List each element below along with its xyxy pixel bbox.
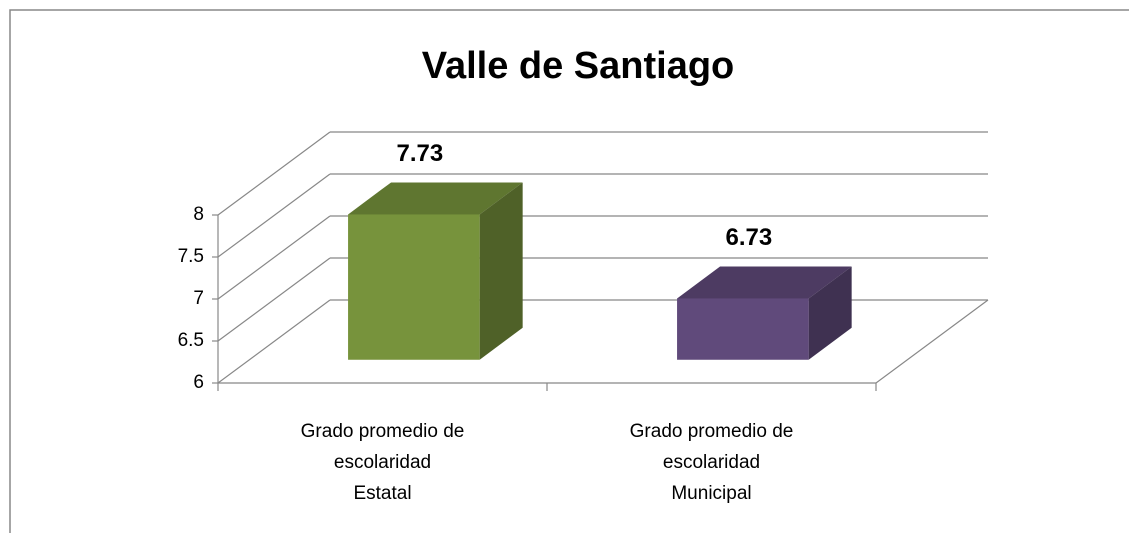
floor-edge [875, 299, 989, 384]
y-tick-label: 7.5 [178, 246, 204, 267]
chart-title: Valle de Santiago [422, 45, 735, 87]
chart-border [9, 9, 1129, 533]
y-tick-label: 8 [193, 204, 204, 225]
grid-line [217, 173, 331, 258]
x-tick-label: Grado promedio de escolaridad Estatal [300, 421, 465, 504]
grid-line [217, 299, 331, 384]
y-tick-label: 7 [193, 288, 204, 309]
bar [677, 298, 809, 360]
data-label: 7.73 [397, 140, 444, 167]
y-tick-label: 6 [193, 372, 204, 393]
y-tick-label: 6.5 [178, 330, 204, 351]
grid-line [217, 131, 331, 216]
bar-side [808, 266, 852, 360]
x-tick-label: Grado promedio de escolaridad Municipal [629, 421, 794, 504]
bar-top [348, 182, 523, 215]
data-label: 6.73 [726, 224, 773, 251]
grid-line [217, 257, 331, 342]
grid-line [217, 215, 331, 300]
bar-top [677, 266, 852, 299]
bar [348, 214, 480, 360]
bar-side [479, 182, 523, 360]
